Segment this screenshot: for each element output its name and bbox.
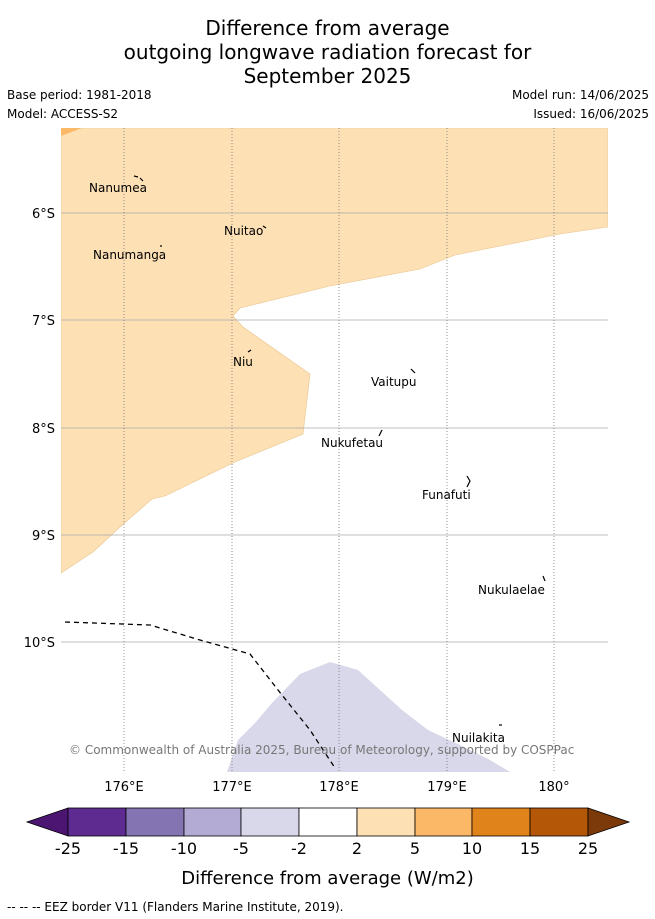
colorbar-tick-m2: -2 [291,839,307,858]
lon-label-178e: 178°E [319,780,359,795]
colorbar-bin-1 [67,807,127,837]
island-label-nanumea: Nanumea [89,181,147,195]
island-nanumea-shape [133,175,144,182]
lat-gridlines [61,212,608,643]
lon-label-177e: 177°E [212,780,252,795]
colorbar-extend-low [25,807,69,837]
colorbar-bin-5 [298,807,358,837]
island-label-nuitao: Nuitao [224,224,263,238]
island-funafuti-shape [466,475,471,488]
title-line-1: Difference from average [205,16,450,40]
colorbar-bin-6 [356,807,416,837]
island-label-funafuti: Funafuti [422,488,471,502]
colorbar-tick-2: 2 [352,839,362,858]
colorbar-tick-15: 15 [520,839,540,858]
colorbar-label: Difference from average (W/m2) [181,868,474,889]
model-run-label: Model run: 14/06/2025 [511,88,649,102]
island-label-nuilakita: Nuilakita [452,731,505,745]
colorbar-extend-high [587,807,631,837]
anomaly-region-negative [227,662,510,772]
island-vaitupu-shape [410,368,416,374]
eez-border-line [64,621,336,769]
colorbar-tick-m25: -25 [55,839,81,858]
colorbar-tick-10: 10 [462,839,482,858]
colorbar-bin-8 [471,807,531,837]
island-label-nukufetau: Nukufetau [321,436,383,450]
anomaly-region-positive [61,128,608,574]
colorbar [25,807,631,837]
title-line-2: outgoing longwave radiation forecast for [123,40,532,64]
lat-label-7s: 7°S [32,314,55,329]
lat-label-8s: 8°S [32,422,55,437]
lat-label-9s: 9°S [32,529,55,544]
lon-label-179e: 179°E [427,780,467,795]
colorbar-bin-4 [240,807,300,837]
island-nukulaelae-shape [542,575,546,582]
chart-title: Difference from average outgoing longwav… [0,16,655,88]
island-nuitao-shape [262,225,267,229]
copyright-notice: © Commonwealth of Australia 2025, Bureau… [69,743,574,757]
island-nukufetau-shape [378,429,383,437]
colorbar-bin-9 [529,807,589,837]
island-label-nanumanga: Nanumanga [93,248,166,262]
colorbar-bin-7 [414,807,473,837]
lon-label-180: 180° [538,780,569,795]
island-niu-shape [247,349,252,353]
island-label-niu: Niu [233,355,253,369]
title-line-3: September 2025 [243,64,412,88]
lon-gridlines [123,128,555,772]
island-label-nukulaelae: Nukulaelae [478,583,545,597]
island-label-vaitupu: Vaitupu [371,375,417,389]
colorbar-tick-25: 25 [578,839,598,858]
model-label: Model: ACCESS-S2 [7,107,119,121]
colorbar-tick-m10: -10 [171,839,197,858]
colorbar-tick-m15: -15 [113,839,139,858]
base-period-label: Base period: 1981-2018 [7,88,152,102]
lat-label-10s: 10°S [24,636,55,651]
colorbar-tick-m5: -5 [233,839,249,858]
colorbar-bin-2 [125,807,185,837]
anomaly-region-strong-positive [61,128,82,136]
colorbar-tick-5: 5 [410,839,420,858]
lat-label-6s: 6°S [32,207,55,222]
issued-label: Issued: 16/06/2025 [533,107,649,121]
eez-footnote: -- -- -- EEZ border V11 (Flanders Marine… [7,900,344,914]
colorbar-bin-3 [183,807,242,837]
lon-label-176e: 176°E [104,780,144,795]
island-shapes [133,175,546,726]
